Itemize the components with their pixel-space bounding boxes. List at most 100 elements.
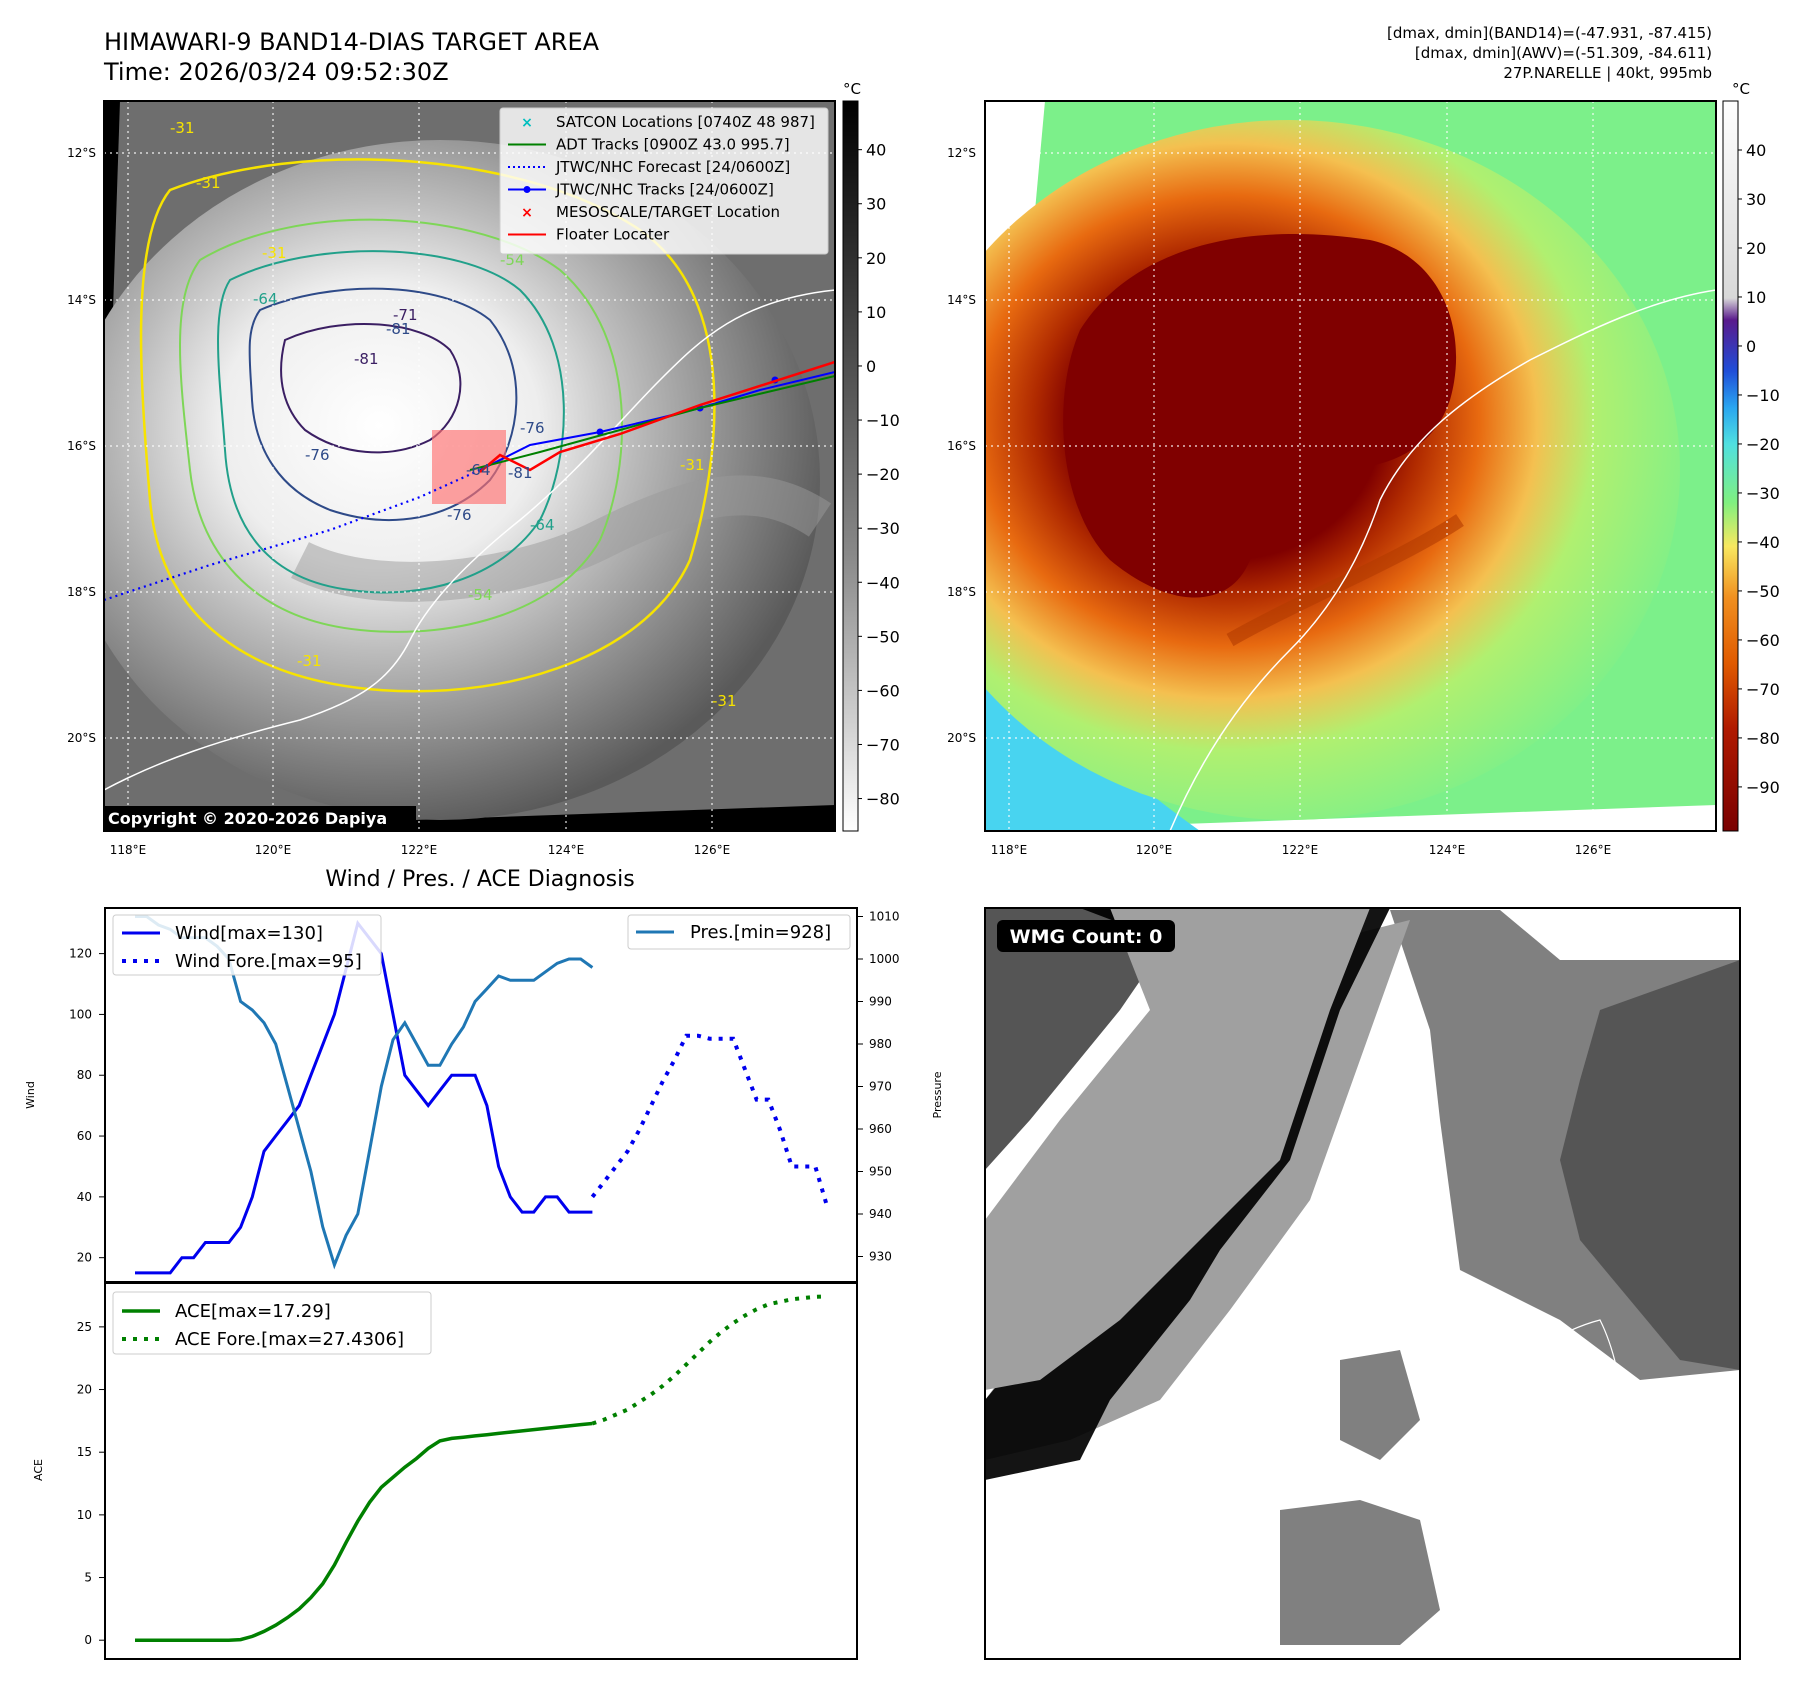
contour-label: -64: [466, 461, 491, 479]
contour-label: -76: [447, 506, 472, 524]
lat-tick: 20°S: [67, 731, 96, 745]
wmg-panel: WMG Count: 0: [984, 907, 1741, 1660]
y-tick-label: 990: [869, 995, 892, 1009]
colorbar-tick-label: −40: [866, 573, 900, 592]
colorbar-tick-label: 20: [1746, 239, 1766, 258]
ace-legend-label: ACE[max=17.29]: [175, 1301, 331, 1322]
colorbar-tick-label: 30: [1746, 190, 1766, 209]
contour-minus81: [280, 322, 462, 454]
series-wind-forecast: [590, 1033, 829, 1207]
y-tick-label: 120: [69, 947, 92, 961]
contour-label: -81: [386, 320, 411, 338]
legend-swatch: ×: [521, 115, 533, 131]
wind-legend: [112, 914, 382, 976]
lat-tick: 14°S: [67, 293, 96, 307]
wmg-region-darker: [1560, 960, 1740, 1370]
y-tick-label: 930: [869, 1250, 892, 1264]
y-tick-label: 5: [84, 1571, 92, 1585]
series-ace: [135, 1421, 593, 1642]
contour-label: -81: [354, 350, 379, 368]
contour-label: -64: [530, 516, 555, 534]
wind-pressure-chart: 20 40 60 80 100 120 930 940 950 960 970 980 990 1000…: [24, 907, 944, 1283]
map2-cdo: [1063, 234, 1457, 598]
y-tick-label: 40: [77, 1190, 92, 1204]
ace-legend: [112, 1291, 432, 1355]
colorbar2-unit: °C: [1732, 80, 1750, 98]
contour-label: -31: [262, 244, 287, 262]
colorbar-tick-label: −60: [1746, 631, 1780, 650]
colorbar-tick-label: 30: [866, 195, 886, 214]
map-legend: × SATCON Locations [0740Z 48 987] ADT Trac…: [499, 107, 829, 255]
map2-lon-ticks: 118°E 120°E 122°E 124°E 126°E: [991, 843, 1612, 857]
contour-label: -54: [468, 586, 493, 604]
y-tick-label: 15: [77, 1445, 92, 1459]
contour-label: -31: [297, 652, 322, 670]
wmg-patch-2: [1340, 1350, 1420, 1460]
svg-text:×: ×: [521, 205, 533, 221]
colorbar-tick-label: −20: [866, 465, 900, 484]
pressure-y-label: Pressure: [931, 1071, 944, 1118]
colorbar1-ticks: 40 30 20 10 0 −10 −20 −30 −40 −50 −60 −70 −80: [858, 141, 900, 809]
legend-label: ADT Tracks [0900Z 43.0 995.7]: [556, 136, 790, 154]
diagnosis-title: Wind / Pres. / ACE Diagnosis: [325, 867, 634, 892]
colorbar2-bar: [1722, 100, 1739, 832]
jtwc-forecast-track: [104, 468, 481, 602]
wmg-frame: [984, 907, 1741, 1660]
map-grayscale-panel: -31 -31 -31 -54 -64 -81 -71 -76 -81 -76 …: [67, 100, 836, 857]
wind-fc-legend-label: Wind Fore.[max=95]: [175, 951, 362, 972]
legend-label: JTWC/NHC Forecast [24/0600Z]: [555, 158, 790, 176]
legend-label: JTWC/NHC Tracks [24/0600Z]: [555, 181, 774, 199]
contour-label: -64: [253, 290, 278, 308]
y-tick-label: 0: [84, 1633, 92, 1647]
contour-label: -71: [393, 306, 418, 324]
colorbar-tick-label: 0: [866, 357, 876, 376]
legend-box: [499, 107, 829, 255]
y-tick-label: 80: [77, 1068, 92, 1082]
lat-tick: 12°S: [947, 146, 976, 160]
colorbar-tick-label: 20: [866, 249, 886, 268]
contour-labels: -31 -31 -31 -54 -64 -81 -71 -76 -81 -76 …: [170, 119, 737, 710]
svg-text:×: ×: [521, 115, 533, 131]
colorbar-tick-label: −20: [1746, 435, 1780, 454]
map2-lat-ticks: 12°S 14°S 16°S 18°S 20°S: [947, 146, 976, 745]
copyright: Copyright © 2020-2026 Dapiya: [108, 809, 387, 828]
legend-swatch: [508, 186, 546, 193]
colorbar-tick-label: 10: [866, 303, 886, 322]
y-tick-label: 20: [77, 1251, 92, 1265]
pressure-y-ticks: 930 940 950 960 970 980 990 1000 1010: [857, 910, 900, 1264]
lon-tick: 122°E: [1282, 843, 1319, 857]
contour-label: -76: [520, 419, 545, 437]
contour-label: -31: [712, 692, 737, 710]
colorbar2-ticks: 40 30 20 10 0 −10 −20 −30 −40 −50 −60 −70 −80 −90: [1738, 141, 1780, 797]
colorbar-tick-label: −50: [1746, 582, 1780, 601]
map1-lon-ticks: 118°E 120°E 122°E 124°E 126°E: [110, 843, 731, 857]
figure-title: HIMAWARI-9 BAND14-DIAS TARGET AREA: [104, 28, 600, 56]
lon-tick: 122°E: [401, 843, 438, 857]
lat-tick: 18°S: [947, 585, 976, 599]
map2-gridlines: [985, 101, 1716, 831]
y-tick-label: 960: [869, 1122, 892, 1136]
pressure-legend: [627, 914, 851, 950]
legend-items: × SATCON Locations [0740Z 48 987] ADT Trac…: [508, 113, 815, 244]
lon-tick: 120°E: [255, 843, 292, 857]
contour-minus64: [217, 250, 565, 594]
wmg-coastline: [1459, 1319, 1651, 1511]
colorbar-tick-label: −30: [1746, 484, 1780, 503]
colorbar1-unit: °C: [843, 80, 861, 98]
lon-tick: 124°E: [1429, 843, 1466, 857]
legend-label: SATCON Locations [0740Z 48 987]: [556, 113, 815, 131]
lat-tick: 12°S: [67, 146, 96, 160]
wind-legend-label: Wind[max=130]: [175, 923, 323, 944]
lat-tick: 16°S: [67, 439, 96, 453]
colorbar-color: °C 40 30 20 10 0 −10 −20 −30 −40 −50 −60 −70 −80 −90: [1722, 80, 1780, 832]
stats-band14: [dmax, dmin](BAND14)=(-47.931, -87.415): [1387, 24, 1712, 42]
target-box: [432, 430, 506, 504]
colorbar-tick-label: −70: [1746, 680, 1780, 699]
legend-label: Floater Locater: [556, 226, 670, 244]
legend-swatch: ×: [521, 205, 533, 221]
map1-frame: [103, 100, 836, 832]
y-tick-label: 100: [69, 1007, 92, 1021]
colorbar-tick-label: 40: [1746, 141, 1766, 160]
copyright-bg: [104, 806, 416, 830]
contour-minus76: [248, 287, 518, 521]
